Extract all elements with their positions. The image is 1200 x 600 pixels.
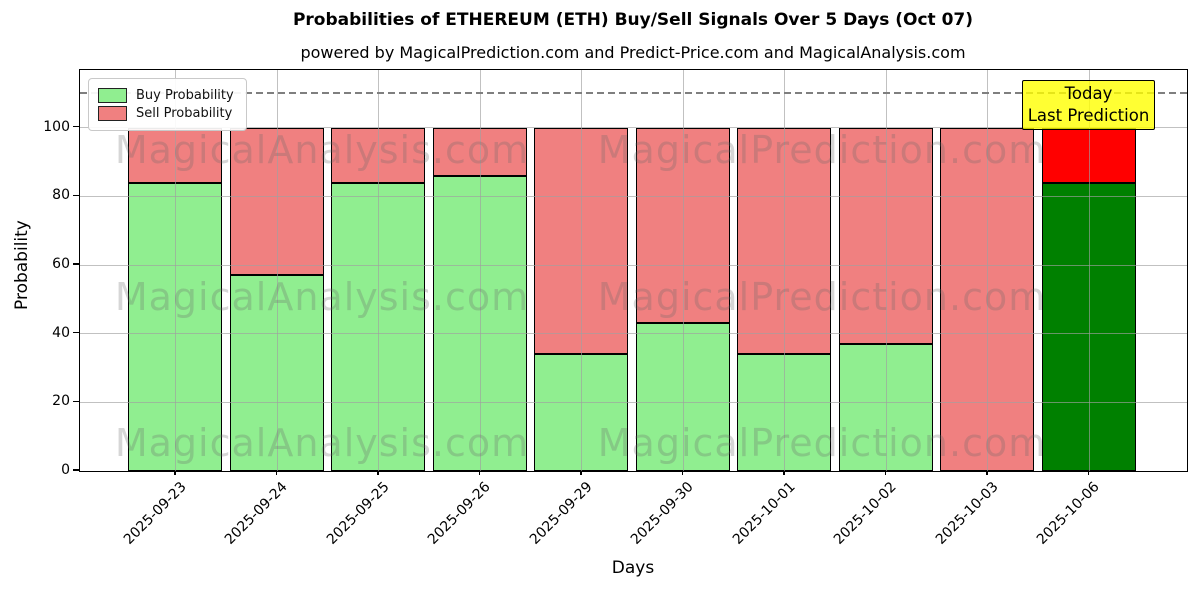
x-tick-mark [986, 470, 988, 475]
y-gridline [80, 333, 1187, 335]
plot-area [79, 69, 1188, 472]
x-tick-mark [275, 470, 278, 475]
x-tick-label: 2025-10-03 [932, 479, 1002, 548]
x-tick-label: 2025-09-26 [424, 479, 494, 548]
x-gridline [378, 70, 379, 471]
watermark-text: MagicalPrediction.com [597, 128, 1047, 172]
x-tick-mark [681, 470, 684, 475]
today-annotation: Today Last Prediction [1022, 80, 1155, 130]
y-tick-mark [73, 400, 79, 403]
x-gridline [784, 70, 785, 471]
legend: Buy Probability Sell Probability [88, 78, 247, 131]
y-gridline [80, 401, 1187, 403]
x-gridline [1088, 70, 1090, 471]
y-tick-mark [73, 469, 79, 471]
today-annotation-line2: Last Prediction [1027, 106, 1150, 125]
y-tick-label: 40 [52, 324, 70, 341]
y-gridline [80, 264, 1187, 266]
x-axis-label: Days [611, 558, 655, 578]
x-tick-mark [174, 470, 176, 475]
x-tick-label: 2025-10-02 [830, 479, 900, 548]
legend-row: Buy Probability [98, 88, 234, 103]
x-tick-mark [580, 470, 582, 475]
x-tick-label: 2025-10-01 [729, 479, 799, 548]
x-tick-mark [478, 470, 481, 475]
y-tick-mark [73, 194, 79, 197]
watermark-text: MagicalAnalysis.com [114, 128, 530, 172]
x-gridline [682, 70, 684, 471]
y-gridline [80, 127, 1187, 129]
x-gridline [885, 70, 887, 471]
legend-label: Buy Probability [136, 88, 234, 103]
x-tick-label: 2025-09-23 [120, 479, 190, 548]
y-gridline [80, 195, 1187, 197]
y-tick-mark [73, 263, 79, 265]
y-tick-mark [73, 331, 79, 334]
x-tick-label: 2025-09-29 [526, 479, 596, 548]
y-tick-label: 80 [52, 187, 70, 204]
y-axis-label: Probability [12, 220, 32, 310]
x-tick-mark [783, 470, 785, 475]
x-gridline [276, 70, 278, 471]
x-gridline [987, 70, 988, 471]
x-tick-label: 2025-09-25 [323, 479, 393, 548]
legend-label: Sell Probability [136, 106, 233, 121]
x-tick-label: 2025-10-06 [1033, 479, 1103, 548]
x-tick-mark [1087, 470, 1090, 475]
chart-subtitle: powered by MagicalPrediction.com and Pre… [300, 43, 966, 62]
x-gridline [175, 70, 176, 471]
y-tick-label: 60 [52, 255, 70, 272]
y-tick-label: 0 [61, 462, 70, 478]
y-tick-mark [73, 125, 79, 128]
chart-title: Probabilities of ETHEREUM (ETH) Buy/Sell… [292, 10, 974, 30]
x-tick-label: 2025-09-24 [221, 479, 291, 548]
x-gridline [581, 70, 582, 471]
x-gridline [479, 70, 481, 471]
legend-row: Sell Probability [98, 106, 234, 121]
legend-swatch [98, 88, 127, 103]
legend-swatch [98, 106, 127, 121]
x-tick-mark [377, 470, 379, 475]
threshold-dashed-line [80, 92, 1187, 95]
today-annotation-line1: Today [1064, 84, 1113, 103]
watermark-text: MagicalPrediction.com [597, 421, 1047, 465]
y-tick-label: 20 [52, 393, 70, 410]
y-tick-label: 100 [43, 118, 70, 135]
x-tick-label: 2025-09-30 [627, 479, 697, 548]
watermark-text: MagicalAnalysis.com [114, 275, 530, 319]
x-tick-mark [884, 470, 887, 475]
watermark-text: MagicalPrediction.com [597, 275, 1047, 319]
watermark-text: MagicalAnalysis.com [114, 421, 530, 465]
